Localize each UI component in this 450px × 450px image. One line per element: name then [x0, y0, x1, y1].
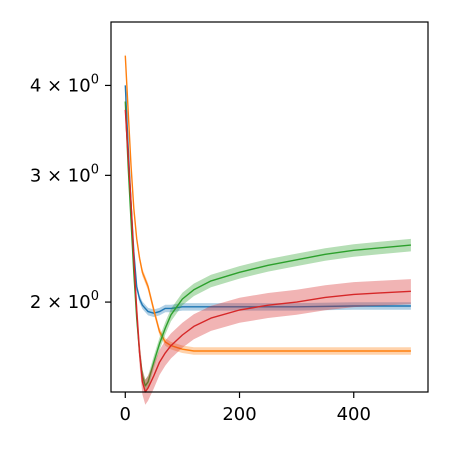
- x-tick-label: 0: [120, 404, 131, 425]
- series-layer: [124, 51, 411, 405]
- series-1-line: [124, 85, 411, 314]
- x-tick-label: 200: [222, 404, 256, 425]
- x-axis: 0 200 400: [120, 392, 371, 425]
- y-axis: 2 × 100 3 × 100 4 × 100: [30, 72, 111, 313]
- y-tick-label: 3 × 100: [30, 162, 99, 186]
- y-tick-label: 2 × 100: [30, 289, 99, 313]
- plot-frame: [110, 21, 429, 393]
- series-4-line: [124, 109, 411, 393]
- y-tick-label: 4 × 100: [30, 72, 99, 96]
- series-4-band: [125, 97, 411, 405]
- x-tick-label: 400: [337, 404, 371, 425]
